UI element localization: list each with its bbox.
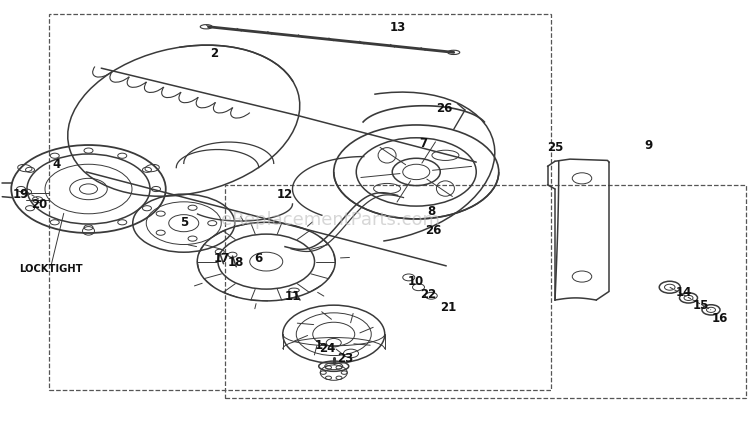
Text: LOCKTIGHT: LOCKTIGHT xyxy=(20,263,82,273)
Text: 25: 25 xyxy=(548,141,564,153)
Text: 8: 8 xyxy=(427,204,435,217)
Text: 21: 21 xyxy=(440,300,457,313)
Text: 17: 17 xyxy=(214,251,230,264)
Text: 15: 15 xyxy=(692,298,709,311)
Text: 7: 7 xyxy=(420,136,428,149)
Text: 10: 10 xyxy=(408,275,424,288)
Bar xyxy=(49,15,551,390)
Text: 11: 11 xyxy=(284,290,301,302)
Text: 6: 6 xyxy=(254,251,262,264)
Text: 26: 26 xyxy=(436,102,453,115)
Text: 2: 2 xyxy=(210,47,218,60)
Text: 4: 4 xyxy=(52,158,60,170)
Bar xyxy=(225,185,746,398)
Text: 5: 5 xyxy=(180,215,188,228)
Text: 24: 24 xyxy=(320,341,336,354)
Text: eReplacementParts.com: eReplacementParts.com xyxy=(220,210,440,228)
Text: 1: 1 xyxy=(315,339,322,351)
Text: 26: 26 xyxy=(425,224,442,236)
Text: 18: 18 xyxy=(228,256,244,268)
Text: 23: 23 xyxy=(337,351,353,364)
Text: 22: 22 xyxy=(420,288,436,300)
Text: 9: 9 xyxy=(644,138,652,151)
Text: 19: 19 xyxy=(13,187,29,200)
Text: 13: 13 xyxy=(389,21,406,34)
Text: 12: 12 xyxy=(277,187,293,200)
Text: 14: 14 xyxy=(676,285,692,298)
Text: 20: 20 xyxy=(31,198,47,211)
Text: 16: 16 xyxy=(712,311,728,324)
